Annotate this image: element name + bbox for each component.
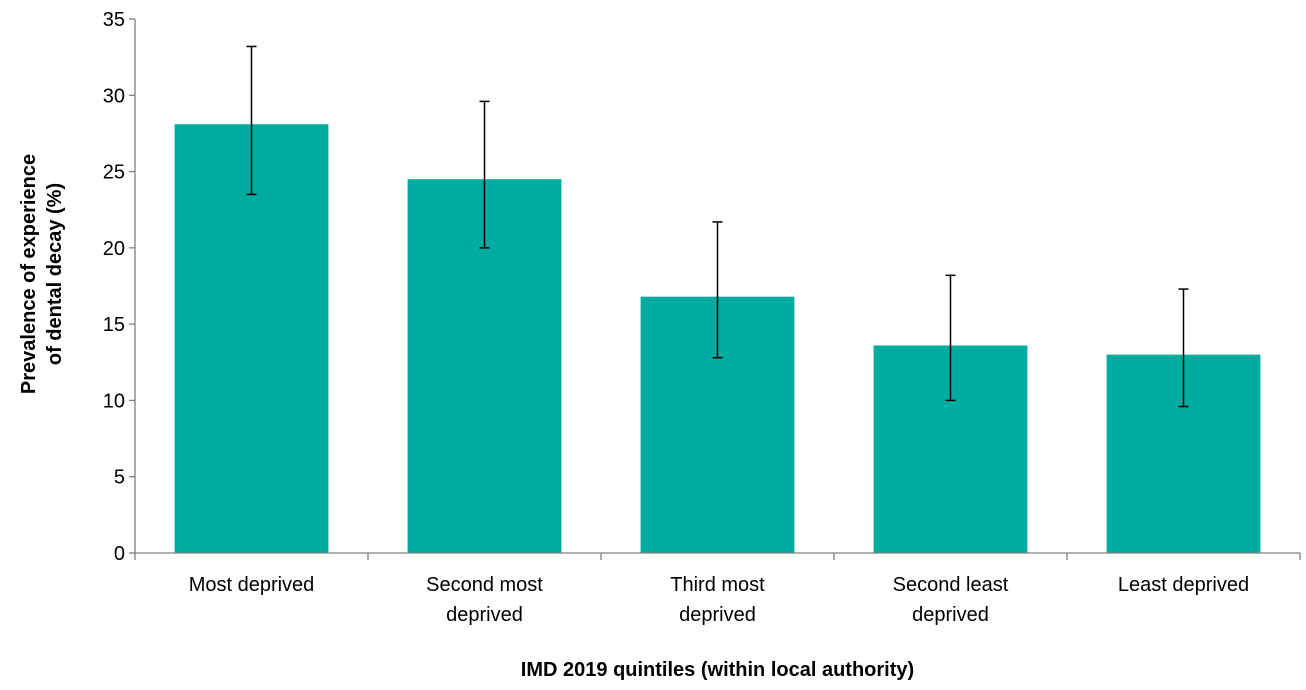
error-bar — [712, 221, 723, 359]
x-category-label: Most deprived — [189, 574, 315, 596]
x-category-label-line: Second most — [426, 574, 543, 596]
y-tick-label: 20 — [103, 238, 125, 260]
y-tick-label: 0 — [114, 543, 125, 565]
x-category-label-line: deprived — [446, 604, 523, 626]
y-tick-label: 30 — [103, 85, 125, 107]
y-tick-label: 10 — [103, 390, 125, 412]
x-category-label-line: Third most — [670, 574, 765, 596]
y-tick-label: 25 — [103, 162, 125, 184]
axes-group — [134, 19, 1300, 554]
x-category-label: Second most deprived — [426, 574, 543, 626]
y-axis-title-line: Prevalence of experience — [18, 154, 40, 394]
y-tick-label: 35 — [103, 9, 125, 31]
x-category-label-line: Most deprived — [189, 574, 315, 596]
x-category-label: Least deprived — [1118, 574, 1249, 596]
y-tick-label: 15 — [103, 314, 125, 336]
error-bar — [945, 274, 956, 402]
y-axis-title: Prevalence of experience of dental decay … — [18, 154, 66, 394]
error-bar — [1178, 288, 1189, 408]
y-axis-title-line: of dental decay (%) — [44, 183, 66, 365]
x-category-label-line: deprived — [912, 604, 989, 626]
bar — [174, 124, 329, 553]
y-tick-label: 5 — [114, 467, 125, 489]
x-category-label-line: deprived — [679, 604, 756, 626]
x-category-label-line: Second least — [893, 574, 1009, 596]
x-category-label-line: Least deprived — [1118, 574, 1249, 596]
x-category-label: Second least deprived — [893, 574, 1009, 626]
x-axis-title: IMD 2019 quintiles (within local authori… — [521, 659, 914, 681]
error-bars-group — [246, 45, 1189, 408]
y-ticks-group: 0 5 10 15 20 25 30 35 — [103, 9, 1301, 565]
error-bar — [246, 45, 257, 196]
error-bar — [479, 100, 490, 249]
x-category-label: Third most deprived — [670, 574, 765, 626]
